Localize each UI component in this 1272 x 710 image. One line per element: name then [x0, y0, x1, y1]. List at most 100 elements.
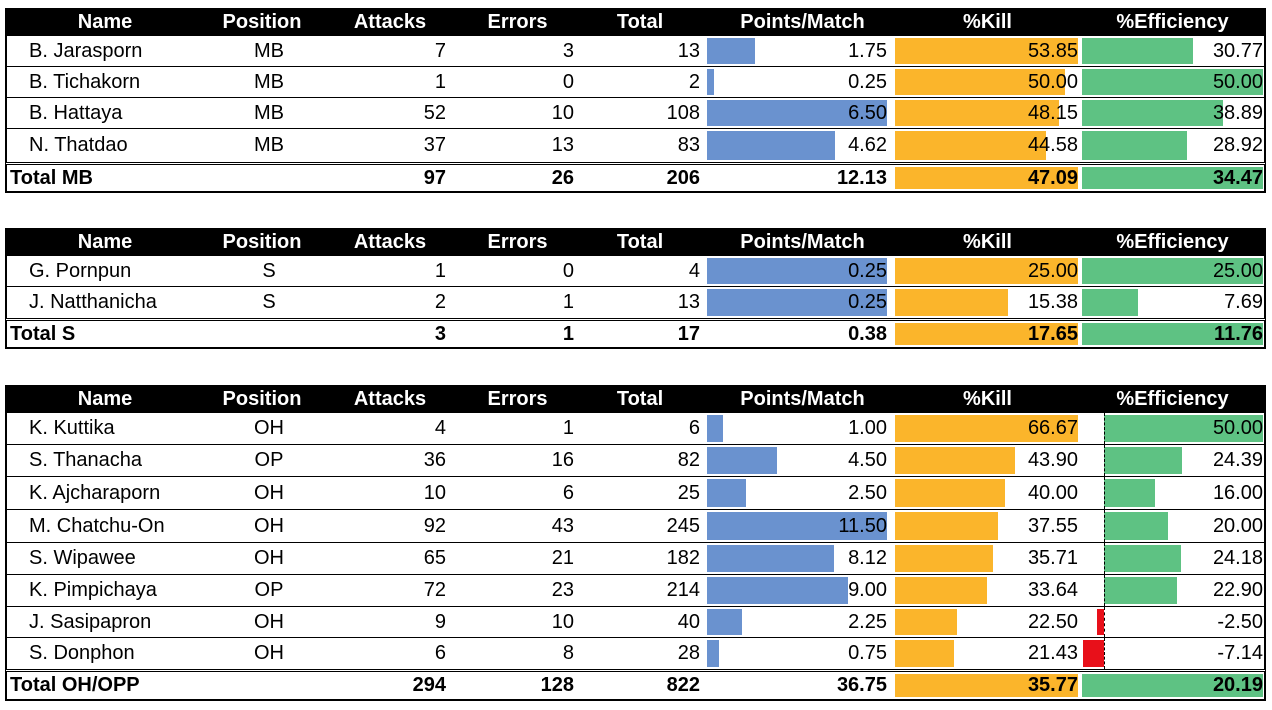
- header-attacks: Attacks: [353, 11, 427, 33]
- kill-cell-text: 35.77: [1027, 674, 1078, 696]
- points-per-match-cell: 2.25: [707, 607, 887, 637]
- points-per-match-cell-text: 9.00: [848, 579, 887, 601]
- efficiency-bar: [1082, 323, 1263, 345]
- player-position-text: MB: [254, 70, 284, 93]
- kill-cell-text: 53.85: [1027, 39, 1078, 62]
- player-position: MB: [219, 129, 319, 162]
- kill-bar: [895, 258, 1078, 284]
- kill-bar: [895, 577, 988, 604]
- header-kill: %Kill: [963, 11, 1012, 33]
- efficiency-cell-text: 24.39: [1212, 449, 1263, 471]
- attacks-cell-text: 1: [434, 259, 446, 282]
- player-name: M. Chatchu-On: [29, 510, 219, 542]
- kill-cell: 50.00: [895, 67, 1078, 97]
- errors-cell: 0: [482, 256, 574, 286]
- player-position: S: [219, 256, 319, 286]
- player-position-text: OH: [254, 547, 284, 569]
- points-per-match-cell-text: 11.50: [838, 514, 887, 537]
- points-per-match-cell-text: 1.00: [848, 417, 887, 439]
- table-row: J. Natthanicha S 2 1 13 0.25 15.38 7.69: [5, 287, 1266, 318]
- kill-cell: 43.90: [895, 445, 1078, 476]
- efficiency-cell-text: 50.00: [1212, 417, 1263, 439]
- player-name-text: Total S: [10, 322, 76, 345]
- total-cell: 82: [607, 445, 700, 476]
- points-bar: [707, 545, 835, 572]
- efficiency-cell-text: 20.00: [1212, 514, 1263, 537]
- errors-cell: 13: [482, 129, 574, 162]
- points-per-match-cell: 0.25: [707, 256, 887, 286]
- player-name: Total MB: [10, 165, 200, 191]
- player-position: S: [219, 287, 319, 318]
- efficiency-cell: 25.00: [1082, 256, 1263, 286]
- zero-axis: [1104, 543, 1105, 574]
- errors-cell: 8: [482, 638, 574, 669]
- kill-cell: 15.38: [895, 287, 1078, 318]
- table-row: G. Pornpun S 1 0 4 0.25 25.00 25.00: [5, 256, 1266, 287]
- table-header: Name Position Attacks Errors Total Points/Mat…: [5, 228, 1266, 256]
- points-per-match-cell: 9.00: [707, 575, 887, 606]
- player-position-text: OH: [254, 481, 284, 504]
- errors-cell: 10: [482, 607, 574, 637]
- table-row: J. Sasipapron OH 9 10 40 2.25 22.50 -2.50: [5, 607, 1266, 638]
- zero-axis: [1104, 445, 1105, 476]
- player-name-text: K. Pimpichaya: [29, 579, 157, 601]
- table-row: S. Donphon OH 6 8 28 0.75 21.43 -7.14: [5, 638, 1266, 669]
- attacks-cell: 36: [352, 445, 446, 476]
- efficiency-bar: [1104, 415, 1263, 442]
- efficiency-cell-text: -7.14: [1217, 642, 1263, 664]
- errors-cell-text: 10: [551, 101, 574, 124]
- kill-cell-text: 25.00: [1027, 259, 1078, 282]
- total-cell: 182: [607, 543, 700, 574]
- points-per-match-cell: 0.25: [707, 67, 887, 97]
- header-total: Total: [616, 388, 664, 410]
- points-bar: [707, 415, 723, 442]
- header-points_per_match: Points/Match: [740, 231, 865, 253]
- attacks-cell: 1: [352, 256, 446, 286]
- points-per-match-cell-text: 0.25: [848, 291, 887, 313]
- attacks-cell-text: 37: [423, 134, 446, 156]
- attacks-cell-text: 36: [423, 449, 446, 471]
- kill-cell-text: 50.00: [1027, 70, 1078, 93]
- player-name: Total S: [10, 321, 200, 347]
- attacks-cell-text: 72: [423, 579, 446, 601]
- total-cell: 822: [607, 672, 700, 699]
- player-position: OH: [219, 638, 319, 669]
- kill-cell-text: 66.67: [1027, 417, 1078, 439]
- player-name: J. Sasipapron: [29, 607, 219, 637]
- table-row: S. Wipawee OH 65 21 182 8.12 35.71 24.18: [5, 543, 1266, 575]
- kill-cell: 35.77: [895, 672, 1078, 699]
- kill-bar: [895, 512, 999, 540]
- player-position-text: OP: [254, 579, 284, 601]
- efficiency-cell: 50.00: [1082, 413, 1263, 444]
- errors-cell: 26: [482, 165, 574, 191]
- table-row: K. Pimpichaya OP 72 23 214 9.00 33.64 22.90: [5, 575, 1266, 607]
- points-bar: [707, 479, 747, 507]
- points-bar: [707, 289, 887, 316]
- table-row: B. Jarasporn MB 7 3 13 1.75 53.85 30.77: [5, 36, 1266, 67]
- efficiency-cell-text: 50.00: [1212, 70, 1263, 93]
- total-cell-text: 822: [666, 674, 700, 696]
- errors-cell-text: 13: [551, 134, 574, 156]
- kill-bar: [895, 323, 1078, 345]
- player-position-text: OH: [254, 417, 284, 439]
- stats-table-2: Name Position Attacks Errors Total Points/Mat…: [5, 228, 1266, 349]
- efficiency-cell: 38.89: [1082, 98, 1263, 128]
- efficiency-bar: [1082, 258, 1263, 284]
- attacks-cell: 52: [352, 98, 446, 128]
- errors-cell: 1: [482, 413, 574, 444]
- points-per-match-cell-text: 1.75: [848, 39, 887, 62]
- points-per-match-cell: 2.50: [707, 477, 887, 509]
- player-position-text: MB: [254, 39, 284, 62]
- attacks-cell-text: 2: [434, 291, 446, 313]
- kill-cell-text: 22.50: [1027, 610, 1078, 633]
- errors-cell: 1: [482, 321, 574, 347]
- header-attacks: Attacks: [353, 388, 427, 410]
- player-name-text: B. Hattaya: [29, 101, 123, 124]
- header-efficiency: %Efficiency: [1116, 11, 1229, 33]
- total-cell-text: 4: [688, 259, 700, 282]
- attacks-cell: 10: [352, 477, 446, 509]
- player-name-text: Total OH/OPP: [10, 674, 140, 696]
- header-name: Name: [77, 231, 133, 253]
- points-per-match-cell-text: 4.50: [848, 449, 887, 471]
- kill-cell: 37.55: [895, 510, 1078, 542]
